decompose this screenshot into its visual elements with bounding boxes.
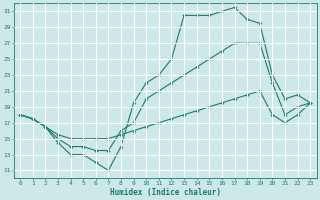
X-axis label: Humidex (Indice chaleur): Humidex (Indice chaleur) bbox=[110, 188, 220, 197]
